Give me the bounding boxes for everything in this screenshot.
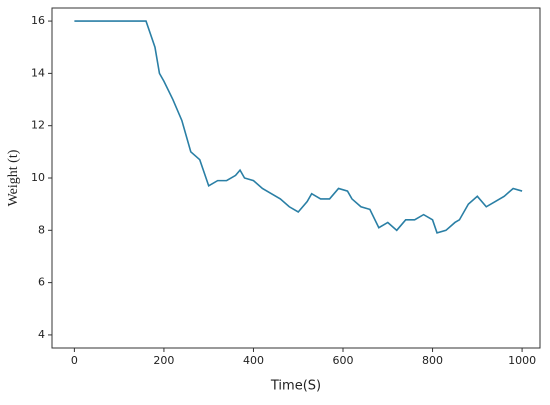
x-tick-label: 200: [153, 354, 174, 367]
y-tick-label: 4: [38, 328, 45, 341]
y-axis-title: Weight (t): [6, 149, 21, 206]
y-tick-label: 16: [31, 14, 45, 27]
y-tick-label: 10: [31, 171, 45, 184]
y-tick-label: 14: [31, 66, 45, 79]
y-tick-label: 6: [38, 276, 45, 289]
y-tick-label: 8: [38, 223, 45, 236]
x-tick-label: 400: [243, 354, 264, 367]
x-tick-label: 800: [422, 354, 443, 367]
x-tick-label: 600: [333, 354, 354, 367]
x-tick-label: 0: [71, 354, 78, 367]
y-tick-label: 12: [31, 119, 45, 132]
x-axis-title: Time(S): [270, 379, 321, 394]
plot-frame: [51, 7, 541, 349]
data-line: [74, 20, 523, 234]
x-tick-label: 1000: [508, 354, 536, 367]
